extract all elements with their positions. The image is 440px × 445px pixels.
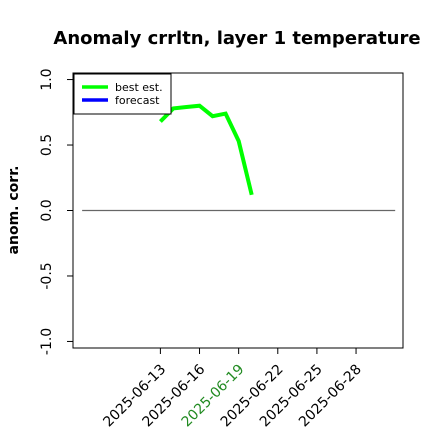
legend-box	[73, 73, 172, 115]
legend: best est.forecast	[73, 73, 172, 115]
y-axis: -1.0 -0.5 0.0 0.5 1.0	[39, 68, 73, 355]
y-tick-label: -0.5	[39, 262, 55, 289]
legend-label: forecast	[115, 94, 160, 107]
chart-title: Anomaly crrltn, layer 1 temperature	[53, 28, 420, 49]
y-tick-label: 1.0	[39, 68, 55, 90]
series-line-0	[158, 103, 254, 196]
x-axis: 2025-06-132025-06-162025-06-192025-06-22…	[100, 348, 365, 430]
y-tick-label: 0.0	[39, 199, 55, 221]
y-tick-label: 0.5	[39, 134, 55, 156]
series-layer	[158, 103, 254, 196]
legend-label: best est.	[115, 81, 163, 94]
y-tick-label: -1.0	[39, 328, 55, 355]
y-axis-label: anom. corr.	[6, 166, 22, 255]
